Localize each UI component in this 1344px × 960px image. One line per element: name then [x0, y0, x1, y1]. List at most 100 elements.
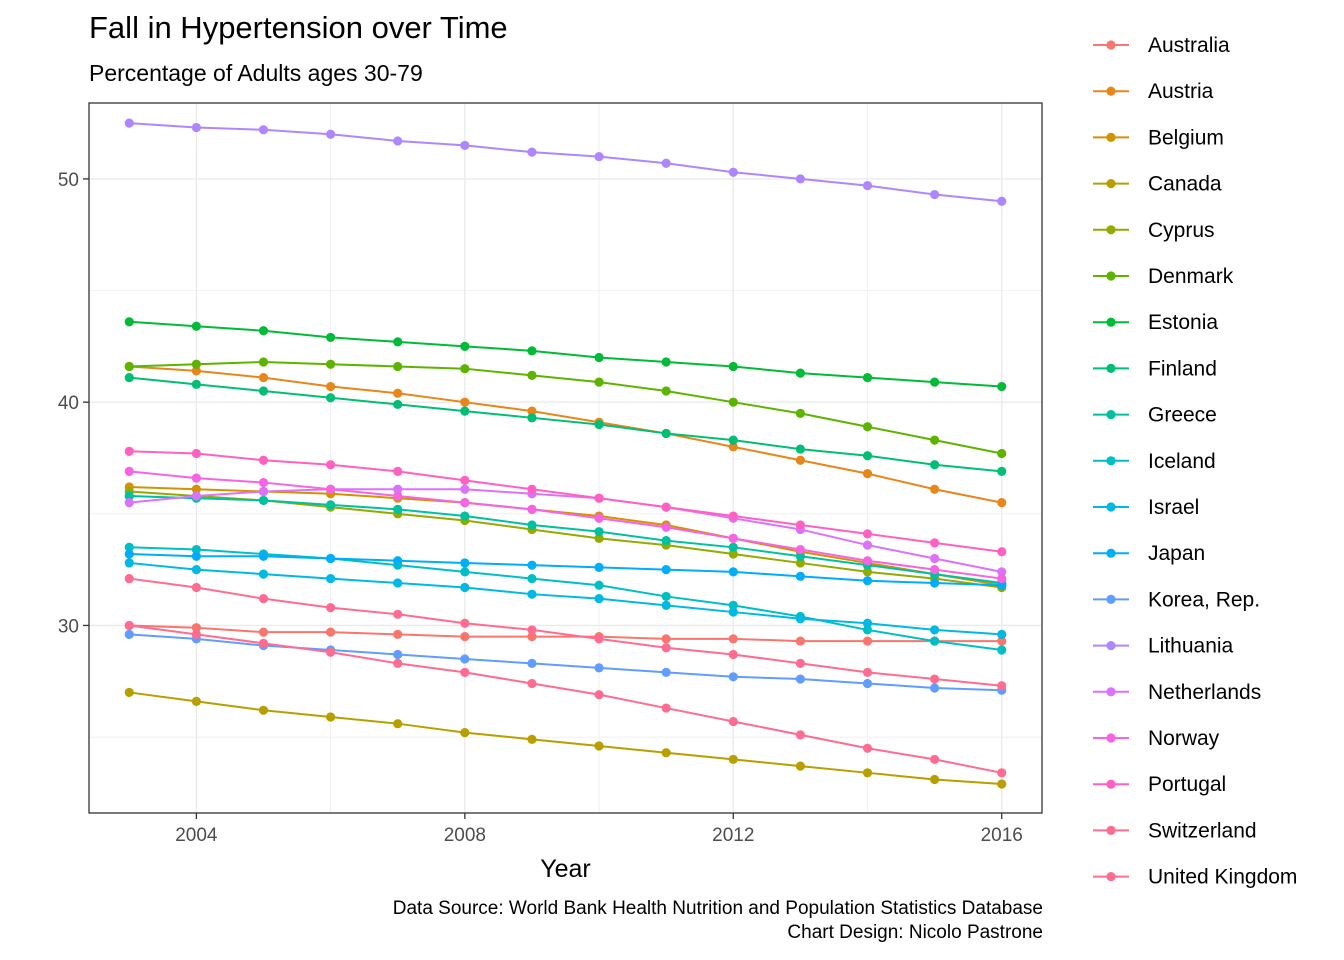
- data-point-korea-rep: [795, 674, 805, 684]
- legend-label: Finland: [1148, 357, 1217, 380]
- data-point-iceland: [728, 600, 738, 610]
- data-point-norway: [594, 513, 604, 523]
- data-point-iceland: [862, 625, 873, 635]
- data-point-norway: [661, 522, 671, 532]
- data-point-norway: [997, 573, 1007, 584]
- series-line-portugal: [129, 450, 1002, 553]
- data-point-switzerland: [393, 658, 403, 669]
- legend-key-point: [1106, 317, 1116, 327]
- legend-item-denmark: Denmark: [1093, 265, 1234, 288]
- legend-key-point: [1106, 225, 1116, 235]
- legend-label: Austria: [1148, 80, 1214, 103]
- data-point-finland: [795, 444, 805, 454]
- data-point-israel: [795, 614, 805, 624]
- data-point-lithuania: [594, 151, 604, 162]
- data-point-lithuania: [930, 189, 940, 200]
- legend-label: Lithuania: [1148, 635, 1234, 658]
- data-point-japan: [527, 560, 537, 570]
- data-point-korea-rep: [594, 663, 604, 673]
- data-point-lithuania: [661, 158, 671, 168]
- data-point-finland: [258, 386, 269, 396]
- data-point-lithuania: [460, 140, 470, 151]
- data-point-denmark: [728, 397, 738, 407]
- data-point-united-kingdom: [661, 643, 671, 653]
- legend-key-point: [1106, 733, 1116, 743]
- data-point-netherlands: [997, 567, 1007, 577]
- data-point-korea-rep: [661, 667, 671, 677]
- y-tick-label: 50: [58, 170, 79, 191]
- data-point-austria: [728, 442, 738, 452]
- legend-label: Netherlands: [1148, 681, 1261, 704]
- data-point-australia: [460, 632, 470, 642]
- data-point-norway: [460, 498, 470, 508]
- data-point-australia: [258, 627, 269, 637]
- data-point-korea-rep: [124, 629, 134, 639]
- data-point-denmark: [527, 370, 537, 380]
- axes: 2004 2008 2012 2016 30 40 50: [58, 170, 1023, 846]
- data-point-australia: [326, 627, 336, 637]
- data-point-canada: [326, 712, 336, 722]
- data-point-canada: [124, 687, 134, 698]
- data-point-israel: [393, 578, 403, 588]
- data-point-iceland: [594, 580, 604, 590]
- data-point-austria: [997, 498, 1007, 508]
- series-lithuania: [124, 118, 1007, 206]
- data-point-australia: [191, 623, 201, 633]
- data-point-finland: [997, 466, 1007, 476]
- data-point-canada: [258, 705, 269, 715]
- series-line-australia: [129, 624, 1002, 643]
- legend-key-point: [1106, 179, 1116, 189]
- legend-item-australia: Australia: [1093, 34, 1230, 57]
- data-point-austria: [258, 373, 269, 383]
- data-point-iceland: [191, 544, 201, 555]
- chart-title: Fall in Hypertension over Time: [89, 10, 508, 45]
- data-point-united-kingdom: [862, 667, 873, 677]
- legend-key-point: [1106, 594, 1116, 605]
- data-point-denmark: [393, 361, 403, 372]
- data-point-norway: [393, 491, 403, 501]
- data-point-canada: [527, 734, 537, 744]
- plot-border: [88, 102, 1043, 814]
- legend-item-switzerland: Switzerland: [1093, 819, 1257, 842]
- data-point-austria: [191, 366, 201, 376]
- data-point-switzerland: [795, 730, 805, 740]
- data-point-denmark: [795, 408, 805, 418]
- series-line-israel: [129, 561, 1002, 636]
- legend-item-estonia: Estonia: [1093, 311, 1218, 334]
- data-point-japan: [594, 562, 604, 573]
- data-point-australia: [795, 636, 805, 646]
- data-point-lithuania: [795, 174, 805, 184]
- series-line-korea-rep: [129, 633, 1002, 692]
- data-point-norway: [930, 565, 940, 575]
- data-point-norway: [527, 504, 537, 514]
- data-point-korea-rep: [527, 658, 537, 669]
- series-line-lithuania: [129, 122, 1002, 203]
- data-point-denmark: [997, 448, 1007, 459]
- data-point-portugal: [326, 460, 336, 470]
- data-point-portugal: [661, 502, 671, 512]
- data-point-korea-rep: [460, 654, 470, 664]
- legend-key-point: [1106, 456, 1116, 466]
- data-point-canada: [930, 774, 940, 785]
- data-point-united-kingdom: [728, 649, 738, 660]
- data-point-switzerland: [594, 690, 604, 700]
- data-point-iceland: [997, 645, 1007, 655]
- data-point-denmark: [594, 377, 604, 387]
- data-point-finland: [661, 428, 671, 439]
- data-point-switzerland: [661, 703, 671, 713]
- legend-key-point: [1106, 872, 1116, 882]
- data-point-finland: [124, 373, 134, 383]
- data-point-iceland: [930, 636, 940, 646]
- data-point-portugal: [594, 493, 604, 503]
- legend-item-japan: Japan: [1093, 542, 1205, 565]
- legend-label: Belgium: [1148, 126, 1224, 149]
- series-line-canada: [129, 691, 1002, 785]
- data-point-portugal: [930, 538, 940, 548]
- caption-chart-design: Chart Design: Nicolo Pastrone: [787, 922, 1043, 943]
- data-point-norway: [191, 473, 201, 483]
- legend-label: Greece: [1148, 404, 1217, 427]
- data-point-israel: [191, 565, 201, 575]
- legend-key-point: [1106, 410, 1116, 420]
- data-point-lithuania: [393, 136, 403, 146]
- series-line-iceland: [129, 546, 1002, 652]
